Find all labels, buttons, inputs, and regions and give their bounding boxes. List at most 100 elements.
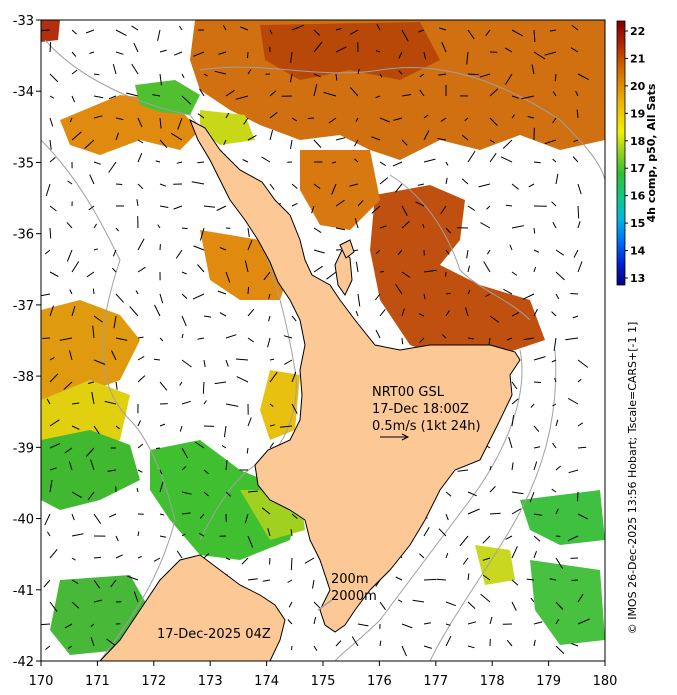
current-vector bbox=[511, 546, 518, 559]
current-vector bbox=[71, 601, 80, 609]
current-vector bbox=[46, 531, 51, 537]
current-vector bbox=[92, 288, 95, 295]
current-vector bbox=[159, 513, 165, 516]
current-vector bbox=[283, 335, 293, 339]
current-vector bbox=[137, 238, 145, 251]
current-vector bbox=[379, 271, 385, 273]
current-vector bbox=[521, 95, 535, 100]
current-vector bbox=[104, 400, 117, 405]
current-vector bbox=[69, 350, 73, 361]
current-vector bbox=[279, 425, 293, 428]
current-vector bbox=[371, 205, 381, 214]
current-vector bbox=[505, 535, 513, 540]
current-vector bbox=[115, 132, 119, 141]
current-vector bbox=[467, 150, 476, 163]
current-vector bbox=[261, 507, 271, 515]
colorbar: 22 21 20 19 18 17 16 15 14 13 4h comp, p50, All S… bbox=[616, 20, 658, 286]
current-vector bbox=[93, 95, 104, 99]
current-vector bbox=[89, 174, 95, 185]
colorbar-tick-label: 13 bbox=[630, 272, 645, 285]
current-vector bbox=[304, 557, 315, 564]
current-vector bbox=[577, 183, 582, 195]
x-axis-ticks: 170 171 172 173 174 175 176 177 178 179 180 bbox=[29, 661, 617, 689]
current-vector bbox=[312, 579, 315, 589]
colorbar-tick-label: 21 bbox=[630, 52, 645, 65]
current-vector bbox=[572, 156, 579, 163]
current-vector bbox=[511, 601, 517, 611]
colorbar-tick-label: 15 bbox=[630, 217, 645, 230]
current-vector bbox=[511, 398, 519, 405]
current-vector bbox=[87, 491, 95, 501]
current-vector bbox=[225, 491, 232, 497]
y-tick-label: -40 bbox=[13, 513, 34, 528]
current-vector bbox=[423, 293, 426, 300]
current-vector bbox=[222, 24, 227, 31]
current-vector bbox=[225, 460, 228, 471]
current-vector bbox=[291, 645, 293, 651]
current-vector bbox=[445, 601, 456, 607]
current-vector bbox=[71, 491, 82, 499]
current-vector bbox=[530, 403, 535, 408]
current-vector bbox=[267, 528, 271, 537]
current-vector bbox=[203, 400, 207, 405]
current-vector bbox=[401, 139, 408, 146]
current-vector bbox=[554, 73, 557, 82]
current-vector bbox=[439, 27, 447, 31]
x-tick-label: 170 bbox=[29, 674, 54, 689]
current-vector bbox=[438, 73, 447, 76]
current-vector bbox=[379, 308, 386, 317]
sst-patch-west-green bbox=[41, 430, 140, 510]
current-vector bbox=[375, 329, 381, 339]
current-vector bbox=[269, 112, 278, 119]
current-vector bbox=[225, 359, 229, 367]
current-vector bbox=[533, 551, 537, 559]
current-vector bbox=[225, 89, 235, 97]
current-vector bbox=[44, 513, 51, 526]
current-vector bbox=[467, 573, 470, 581]
current-vector bbox=[419, 73, 425, 78]
current-vector bbox=[284, 359, 293, 365]
current-vector bbox=[577, 491, 579, 502]
current-vector bbox=[69, 117, 73, 123]
y-tick-label: -35 bbox=[13, 156, 34, 171]
current-vector bbox=[511, 381, 518, 390]
current-vector bbox=[533, 308, 538, 317]
sst-field bbox=[41, 20, 605, 655]
current-vector bbox=[269, 129, 274, 141]
current-vector bbox=[555, 645, 565, 654]
current-vector bbox=[504, 47, 513, 53]
current-vector bbox=[335, 137, 346, 141]
current-vector bbox=[153, 557, 161, 562]
current-vector bbox=[528, 183, 535, 188]
current-vector bbox=[577, 446, 587, 449]
current-vector bbox=[269, 557, 271, 565]
current-vector bbox=[555, 508, 559, 515]
current-vector bbox=[69, 289, 73, 295]
north-island bbox=[189, 118, 521, 633]
current-vector bbox=[71, 51, 77, 57]
current-vector bbox=[522, 293, 535, 300]
great-barrier-island bbox=[339, 239, 355, 259]
current-vector bbox=[64, 623, 73, 629]
current-vector bbox=[181, 293, 188, 299]
current-vector bbox=[159, 73, 162, 86]
current-vector bbox=[93, 223, 98, 229]
current-vector bbox=[483, 261, 491, 273]
bathymetry-contours bbox=[41, 39, 605, 661]
current-vector bbox=[395, 576, 403, 581]
current-vector bbox=[203, 469, 209, 475]
current-vector bbox=[571, 579, 579, 581]
current-vector bbox=[544, 51, 557, 56]
current-vector bbox=[85, 29, 95, 34]
current-vector bbox=[441, 334, 447, 339]
current-vector bbox=[203, 315, 212, 318]
current-vector bbox=[247, 286, 250, 295]
current-vector bbox=[291, 24, 304, 31]
current-vector bbox=[290, 139, 293, 150]
sst-patch-east-lime bbox=[475, 545, 515, 585]
current-vector bbox=[93, 315, 103, 323]
x-tick-label: 176 bbox=[367, 674, 392, 689]
current-vector bbox=[93, 248, 98, 251]
current-vector bbox=[489, 512, 501, 515]
